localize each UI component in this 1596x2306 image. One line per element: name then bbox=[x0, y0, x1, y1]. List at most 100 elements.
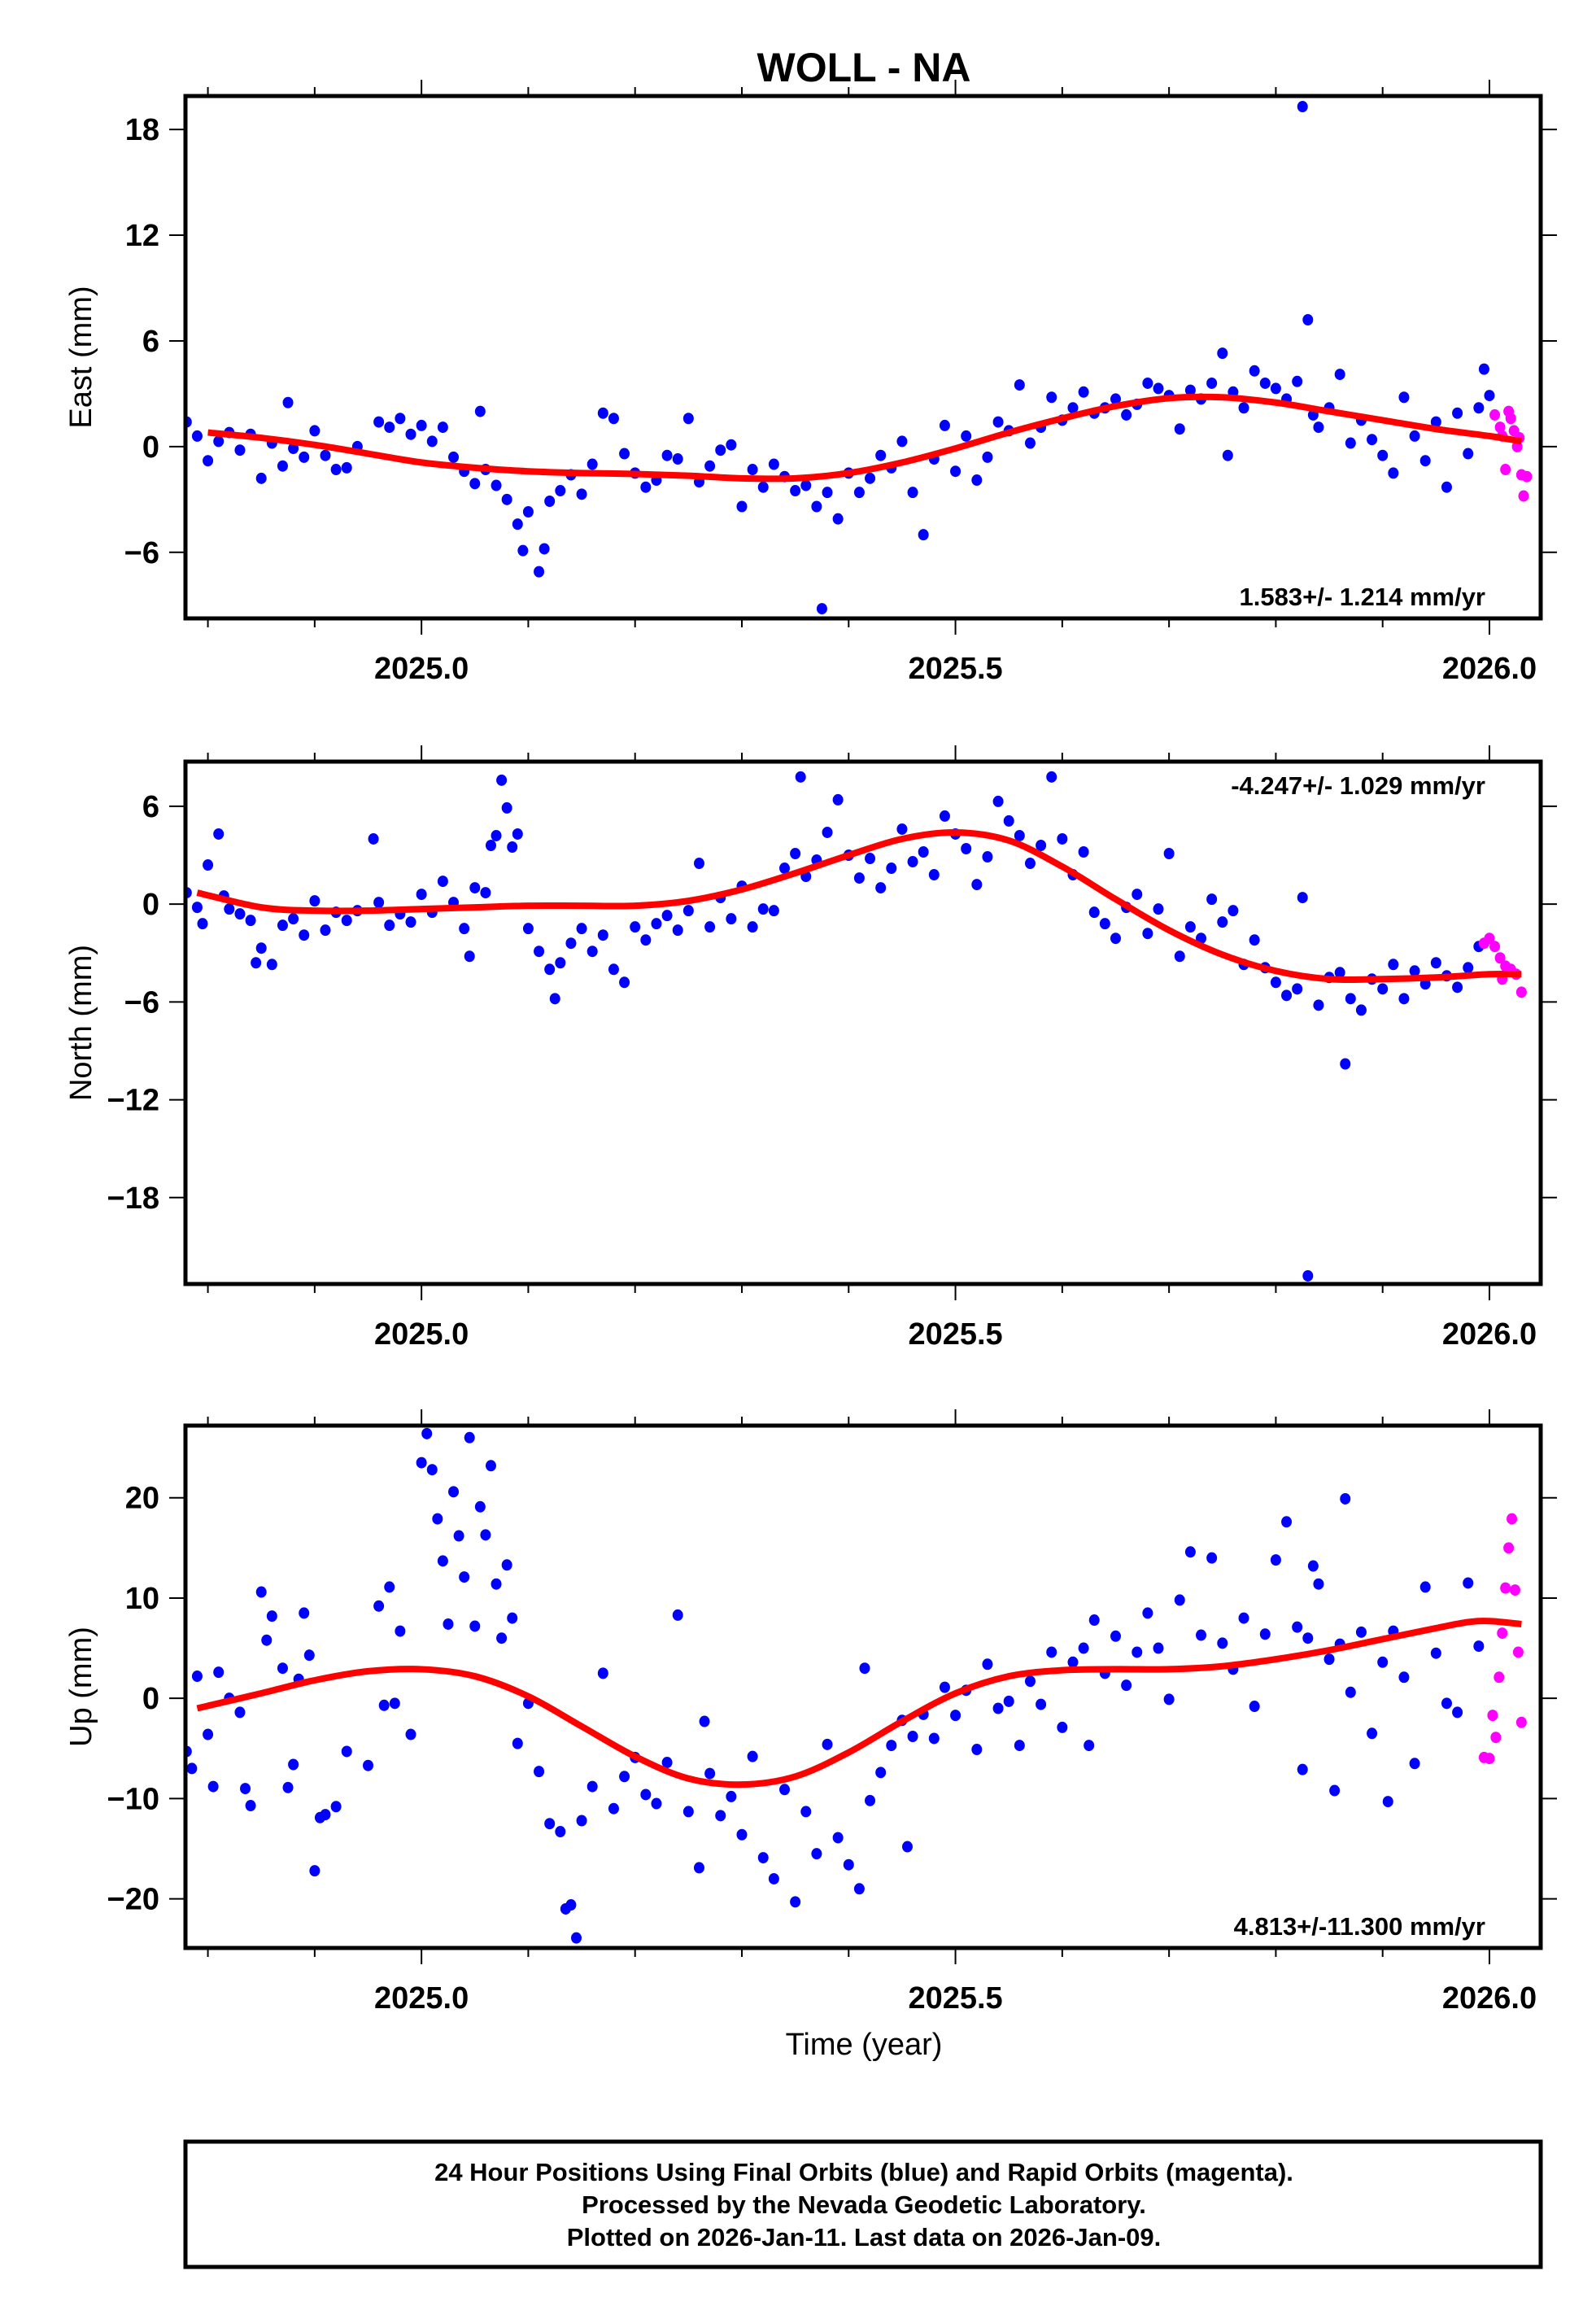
y-tick-label: 10 bbox=[125, 1582, 159, 1616]
final-orbit-point bbox=[1024, 858, 1036, 870]
final-orbit-point bbox=[299, 1607, 310, 1619]
final-orbit-point bbox=[704, 1767, 716, 1780]
final-orbit-point bbox=[790, 848, 801, 860]
final-orbit-point bbox=[699, 1715, 710, 1727]
y-tick-label: −12 bbox=[107, 1084, 159, 1118]
final-orbit-point bbox=[1377, 449, 1389, 461]
final-orbit-point bbox=[971, 1744, 983, 1756]
final-orbit-point bbox=[843, 1858, 854, 1871]
final-orbit-point bbox=[907, 1730, 918, 1742]
final-orbit-point bbox=[501, 801, 512, 814]
velocity-rate-label: 4.813+/-11.300 mm/yr bbox=[1234, 1912, 1485, 1941]
rapid-orbit-point bbox=[1494, 952, 1506, 964]
final-orbit-point bbox=[1430, 1647, 1441, 1659]
final-orbit-point bbox=[534, 946, 545, 958]
final-orbit-point bbox=[255, 472, 267, 484]
final-orbit-point bbox=[544, 496, 556, 508]
final-orbit-point bbox=[501, 493, 512, 505]
rapid-orbit-point bbox=[1518, 490, 1529, 502]
final-orbit-point bbox=[469, 882, 481, 894]
final-orbit-point bbox=[1334, 967, 1345, 979]
final-orbit-point bbox=[982, 851, 993, 863]
final-orbit-point bbox=[191, 430, 203, 442]
final-orbit-point bbox=[1228, 905, 1239, 917]
up-panel: 2025.0 2025.5 2026.0 −20 −10 0 10 20 Up (mm) 4.81… bbox=[64, 1409, 1557, 2016]
final-orbit-point bbox=[982, 1658, 993, 1671]
footer-line-2: Processed by the Nevada Geodetic Laborat… bbox=[582, 2190, 1146, 2219]
final-orbit-point bbox=[992, 795, 1004, 807]
final-orbit-point bbox=[747, 1750, 758, 1762]
final-orbit-point bbox=[565, 1899, 577, 1911]
final-orbit-point bbox=[640, 481, 652, 493]
x-tick-label: 2025.5 bbox=[908, 652, 1002, 686]
final-orbit-point bbox=[982, 451, 993, 463]
final-orbit-point bbox=[1084, 1740, 1095, 1752]
fit-curve bbox=[196, 1618, 1522, 1788]
x-tick-label: 2025.5 bbox=[908, 1981, 1002, 2016]
final-orbit-point bbox=[1014, 829, 1025, 841]
final-orbit-point bbox=[816, 603, 827, 615]
final-orbit-point bbox=[672, 1609, 683, 1621]
final-orbit-point bbox=[865, 1794, 876, 1806]
plot-frame bbox=[183, 1423, 1543, 1950]
final-orbit-point bbox=[485, 1460, 496, 1472]
footer-box: 24 Hour Positions Using Final Orbits (bl… bbox=[183, 2139, 1543, 2269]
final-orbit-point bbox=[405, 428, 416, 440]
rapid-orbit-point bbox=[1487, 1710, 1498, 1722]
final-orbit-point bbox=[961, 430, 972, 442]
final-orbit-point bbox=[1302, 313, 1314, 325]
final-orbit-point bbox=[1355, 1004, 1367, 1016]
final-orbit-point bbox=[1249, 365, 1260, 377]
final-orbit-point bbox=[896, 435, 908, 448]
y-tick-label: 0 bbox=[142, 430, 159, 465]
rapid-orbit-point bbox=[1500, 1582, 1511, 1594]
final-orbit-point bbox=[1329, 1784, 1341, 1797]
final-orbit-point bbox=[288, 443, 299, 455]
final-orbit-point bbox=[448, 1486, 460, 1498]
final-orbit-point bbox=[1057, 1721, 1068, 1733]
final-orbit-point bbox=[896, 823, 908, 835]
final-orbit-point bbox=[245, 1800, 256, 1812]
final-orbit-point bbox=[651, 918, 662, 930]
final-orbit-point bbox=[768, 458, 779, 470]
y-tick-label: 0 bbox=[142, 1682, 159, 1716]
final-orbit-point bbox=[1340, 1058, 1351, 1070]
final-orbit-point bbox=[1345, 993, 1356, 1005]
final-orbit-point bbox=[682, 413, 694, 425]
final-orbit-point bbox=[1441, 1697, 1452, 1710]
final-orbit-point bbox=[1345, 437, 1356, 449]
final-orbit-point bbox=[384, 1581, 395, 1593]
final-orbit-point bbox=[757, 903, 769, 915]
y-tick-label: −20 bbox=[107, 1883, 159, 1917]
final-orbit-point bbox=[288, 1758, 299, 1771]
final-orbit-point bbox=[1452, 981, 1463, 994]
final-orbit-point bbox=[1222, 449, 1233, 461]
final-orbit-point bbox=[299, 451, 310, 463]
final-orbit-point bbox=[373, 897, 385, 909]
final-orbit-point bbox=[1409, 965, 1420, 977]
rapid-orbit-point bbox=[1503, 1542, 1515, 1554]
final-orbit-point bbox=[1036, 1698, 1047, 1710]
x-tick-label: 2025.0 bbox=[374, 1317, 469, 1352]
final-orbit-point bbox=[587, 458, 598, 470]
final-orbit-point bbox=[587, 946, 598, 958]
final-orbit-point bbox=[1163, 1693, 1175, 1705]
final-orbit-point bbox=[544, 963, 556, 976]
final-orbit-point bbox=[549, 993, 560, 1005]
final-orbit-point bbox=[1217, 1637, 1228, 1649]
final-orbit-point bbox=[459, 923, 470, 935]
final-orbit-point bbox=[186, 1762, 198, 1775]
final-orbit-point bbox=[1067, 1656, 1079, 1668]
final-orbit-point bbox=[437, 876, 448, 888]
final-orbit-point bbox=[320, 449, 331, 461]
north-panel: 2025.0 2025.5 2026.0 −18 −12 −6 0 6 North (mm) -4… bbox=[64, 745, 1557, 1352]
y-tick-label: 6 bbox=[142, 325, 159, 359]
final-orbit-point bbox=[1184, 1546, 1196, 1558]
final-orbit-point bbox=[901, 1841, 913, 1853]
final-orbit-point bbox=[1270, 382, 1281, 395]
final-orbit-point bbox=[1270, 1554, 1281, 1566]
final-orbit-point bbox=[1163, 848, 1175, 860]
final-orbit-point bbox=[832, 1832, 844, 1844]
final-orbit-point bbox=[992, 1702, 1004, 1714]
